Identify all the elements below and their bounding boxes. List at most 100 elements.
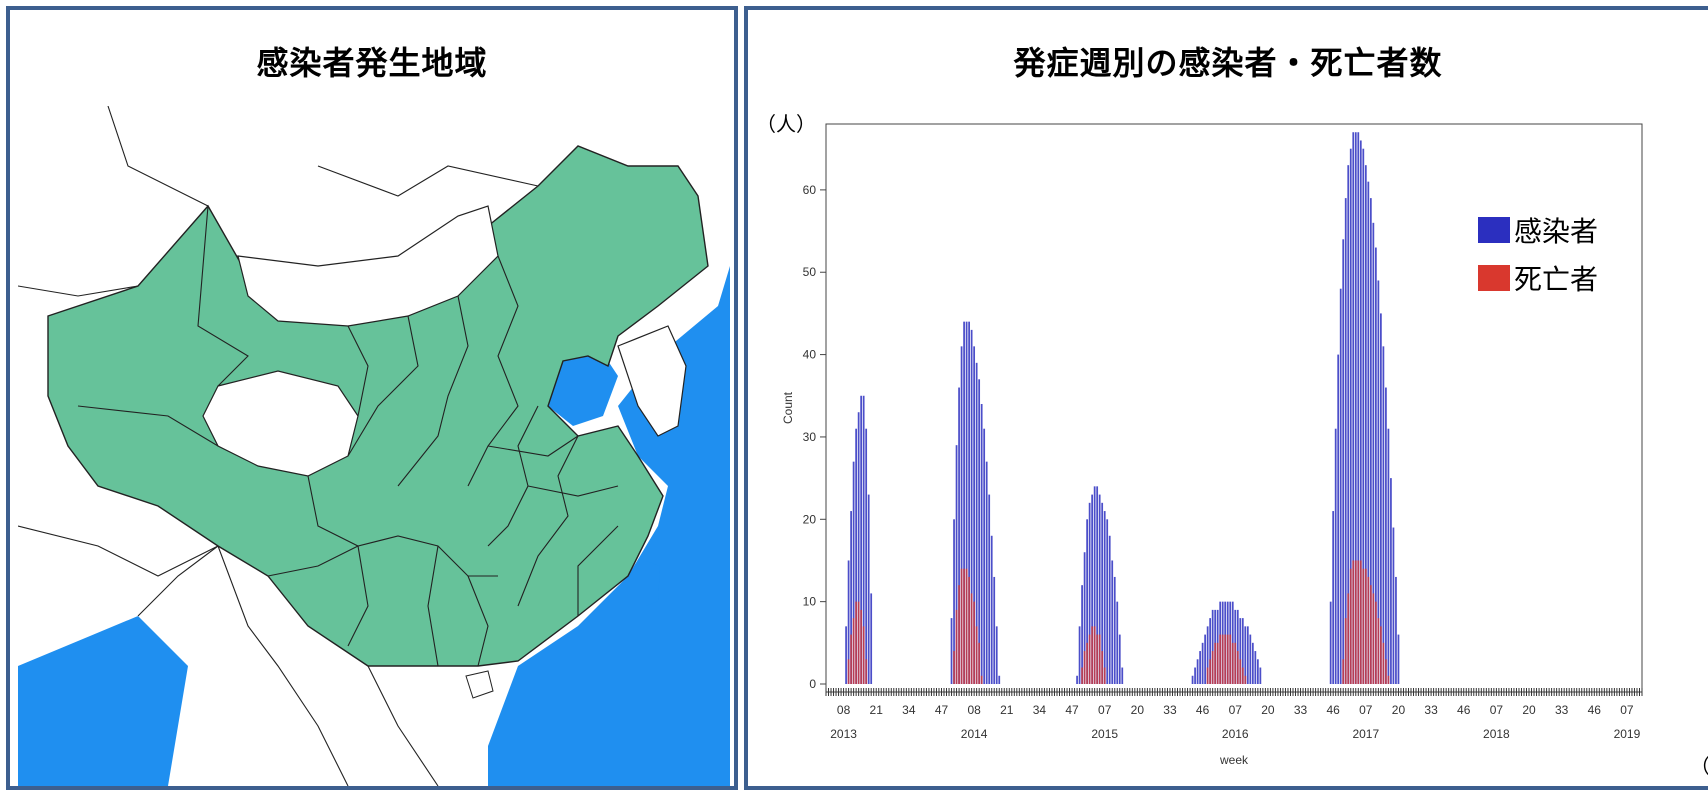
bar-infected	[1347, 165, 1350, 685]
bar-infected	[1342, 239, 1345, 684]
bar-infected	[1209, 618, 1212, 684]
x-axis-title: week	[1219, 753, 1249, 767]
bar-infected	[1374, 247, 1377, 684]
bar-infected	[1377, 280, 1380, 684]
bar-deaths	[1216, 642, 1219, 684]
x-tick-label: 46	[1588, 703, 1602, 717]
x-tick-label: 07	[1359, 703, 1373, 717]
bar-deaths	[973, 601, 976, 684]
hainan	[465, 670, 494, 699]
bar-infected	[1088, 502, 1091, 684]
x-tick-label: 46	[1196, 703, 1210, 717]
x-year-label: 2018	[1483, 727, 1510, 741]
x-tick-label: 33	[1555, 703, 1569, 717]
bar-infected	[1337, 354, 1340, 684]
x-year-label: 2013	[830, 727, 857, 741]
bar-infected	[1199, 651, 1201, 684]
bar-infected	[1244, 626, 1247, 684]
x-tick-label: 07	[1620, 703, 1634, 717]
x-tick-label: 33	[1294, 703, 1308, 717]
map-title: 感染者発生地域	[256, 44, 488, 82]
y-tick-label: 50	[803, 265, 817, 279]
bar-deaths	[1086, 642, 1088, 684]
bar-deaths	[857, 601, 860, 684]
bar-infected	[978, 379, 981, 684]
bar-infected	[1246, 626, 1249, 684]
x-year-label: 2019	[1614, 727, 1641, 741]
bar-infected	[998, 675, 1001, 684]
x-tick-label: 33	[1424, 703, 1438, 717]
bar-infected	[1372, 222, 1375, 684]
bar-infected	[995, 626, 998, 684]
bar-infected	[1352, 132, 1355, 684]
bar-infected	[988, 494, 991, 684]
bar-deaths	[1369, 585, 1372, 684]
x-tick-label: 07	[1490, 703, 1504, 717]
bar-deaths	[1229, 634, 1232, 684]
bar-infected	[1191, 675, 1194, 684]
bar-infected	[1111, 560, 1114, 684]
x-year-label: 2017	[1352, 727, 1379, 741]
bar-infected	[1113, 576, 1116, 684]
korea	[617, 325, 687, 437]
bar-infected	[968, 321, 970, 684]
legend-label-deaths: 死亡者	[1514, 263, 1599, 296]
bar-deaths	[1209, 659, 1212, 684]
bar-deaths	[978, 642, 981, 684]
bar-deaths	[1214, 642, 1217, 684]
bar-deaths	[1347, 593, 1350, 684]
bar-deaths	[1239, 659, 1242, 684]
bar-deaths	[1236, 651, 1239, 684]
bar-infected	[1334, 428, 1337, 684]
bar-infected	[955, 445, 958, 684]
bar-infected	[985, 461, 988, 684]
bar-deaths	[1352, 560, 1355, 684]
bar-deaths	[960, 568, 963, 684]
bar-infected	[1367, 181, 1370, 684]
bar-infected	[845, 626, 847, 684]
bar-deaths	[968, 576, 970, 684]
y-tick-label: 0	[809, 677, 816, 691]
x-tick-label: 47	[1065, 703, 1079, 717]
inner-mongolia-region	[237, 205, 499, 327]
bar-deaths	[1224, 634, 1227, 684]
bar-deaths	[980, 675, 983, 684]
legend-item-deaths: 死亡者	[1478, 254, 1598, 302]
bars	[845, 132, 1400, 685]
legend-swatch-deaths	[1478, 265, 1510, 291]
chart-panel: 発症週別の感染者・死亡者数 （人） （週） 0 10 20 30 40 50 60 Count…	[744, 6, 1708, 790]
bar-infected	[1201, 642, 1204, 684]
x-tick-label: 07	[1229, 703, 1243, 717]
bar-infected	[983, 428, 986, 684]
x-tick-label: 46	[1457, 703, 1471, 717]
bar-infected	[1344, 198, 1347, 684]
bar-deaths	[1364, 568, 1367, 684]
axis-labels: 0 10 20 30 40 50 60 Count 08 21 34 47 08 21 34 47 07 20 33…	[781, 183, 1641, 767]
bar-infected	[1121, 667, 1124, 684]
bar-infected	[1196, 659, 1199, 684]
bar-infected	[950, 618, 953, 684]
bar-deaths	[860, 609, 863, 684]
bar-infected	[1241, 618, 1244, 684]
bar-infected	[862, 395, 865, 684]
y-tick-label: 30	[803, 430, 817, 444]
bar-infected	[1256, 659, 1259, 684]
bar-deaths	[1382, 642, 1385, 684]
bar-infected	[953, 519, 955, 684]
bar-deaths	[1387, 675, 1390, 684]
x-tick-label: 20	[1522, 703, 1536, 717]
bar-infected	[1354, 132, 1357, 684]
bar-infected	[1329, 601, 1332, 684]
bar-infected	[1083, 552, 1086, 684]
bar-deaths	[970, 593, 973, 684]
bar-infected	[1387, 428, 1390, 684]
bar-infected	[1101, 502, 1104, 684]
bar-deaths	[847, 659, 850, 684]
axes	[820, 123, 1643, 696]
bar-infected	[1194, 667, 1196, 684]
map-panel: 感染者発生地域	[6, 6, 738, 790]
chart-legend: 感染者 死亡者	[1478, 206, 1598, 302]
bar-infected	[960, 346, 963, 684]
x-tick-label: 20	[1131, 703, 1145, 717]
bar-infected	[1339, 288, 1342, 684]
